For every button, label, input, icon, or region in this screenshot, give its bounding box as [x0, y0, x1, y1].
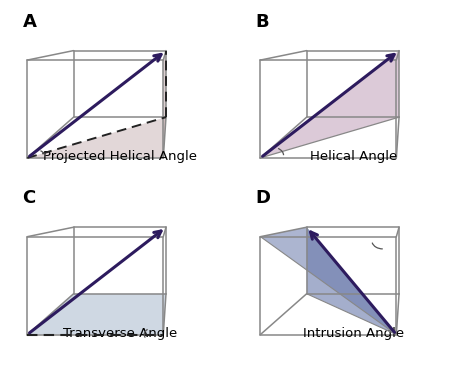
- Text: D: D: [255, 189, 271, 207]
- Text: Projected Helical Angle: Projected Helical Angle: [44, 150, 198, 163]
- Polygon shape: [27, 117, 166, 158]
- Text: B: B: [255, 13, 269, 31]
- Polygon shape: [260, 227, 396, 335]
- Polygon shape: [27, 294, 166, 335]
- Polygon shape: [163, 50, 166, 158]
- Text: Helical Angle: Helical Angle: [310, 150, 397, 163]
- Text: Intrusion Angle: Intrusion Angle: [303, 327, 404, 340]
- Text: C: C: [23, 189, 36, 207]
- Polygon shape: [307, 227, 396, 335]
- Polygon shape: [260, 50, 399, 158]
- Text: Transverse Angle: Transverse Angle: [64, 327, 178, 340]
- Text: A: A: [23, 13, 36, 31]
